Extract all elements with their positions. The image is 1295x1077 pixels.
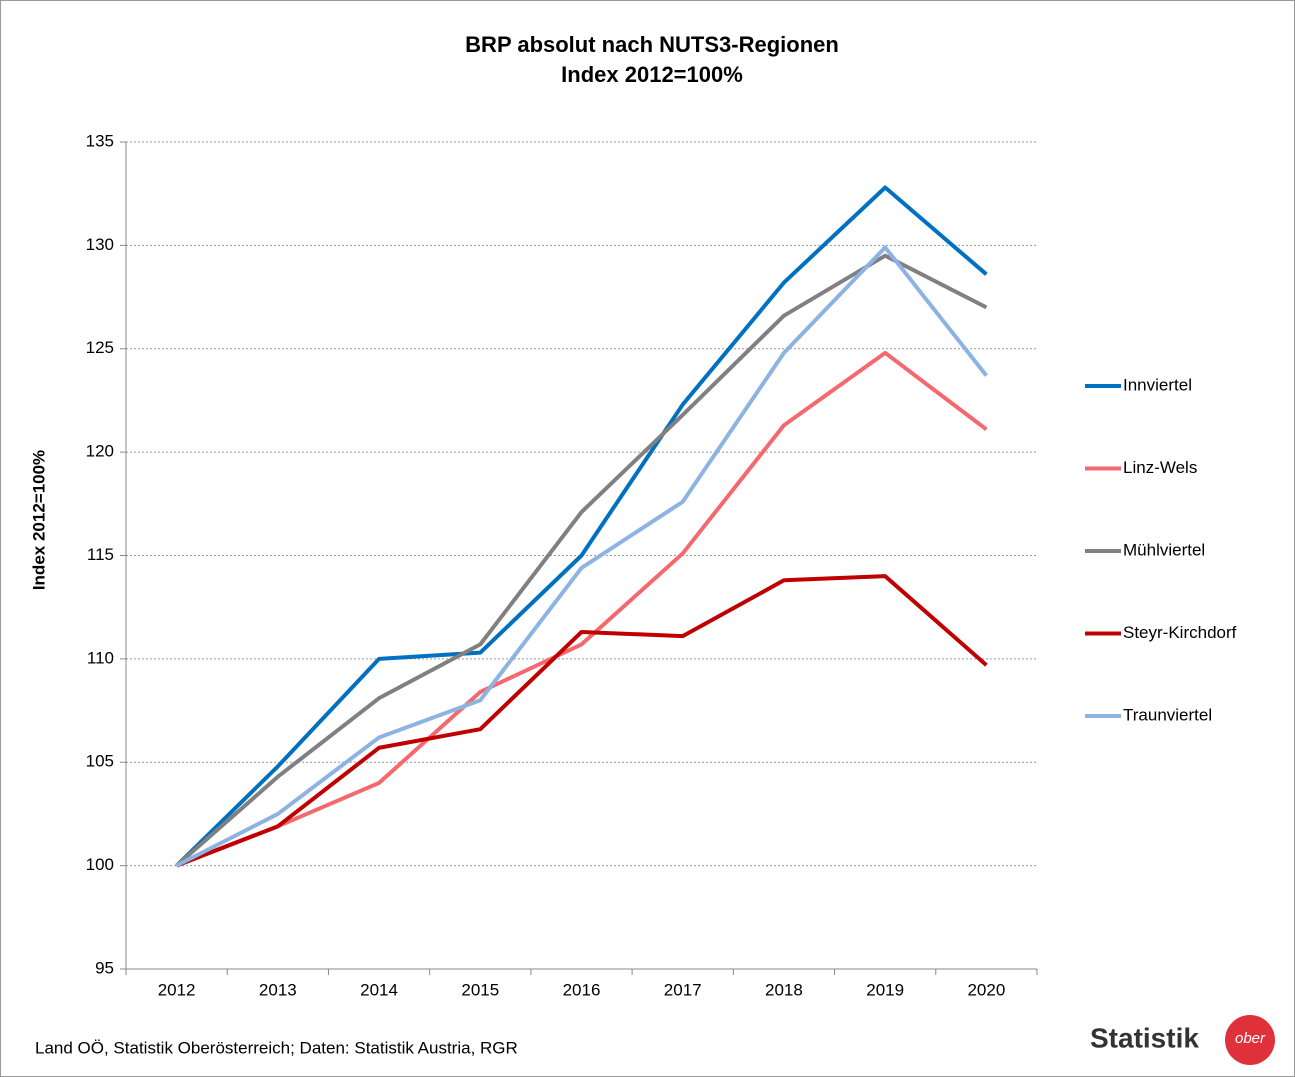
chart-title: BRP absolut nach NUTS3-Regionen: [465, 32, 839, 57]
logo-badge-text: ober: [1235, 1030, 1266, 1047]
y-axis-label: Index 2012=100%: [29, 450, 48, 590]
y-tick-label: 120: [86, 442, 114, 461]
x-tick-label: 2020: [967, 980, 1005, 999]
y-tick-label: 105: [86, 752, 114, 771]
legend-label: Linz-Wels: [1123, 458, 1197, 477]
y-tick-label: 110: [87, 648, 114, 667]
legend-label: Mühlviertel: [1123, 540, 1205, 559]
chart-subtitle: Index 2012=100%: [561, 62, 743, 87]
line: [175, 253, 988, 868]
line: [175, 185, 988, 868]
x-tick-label: 2012: [158, 980, 196, 999]
x-tick-label: 2018: [765, 980, 803, 999]
x-tick-label: 2015: [461, 980, 499, 999]
y-tick-label: 95: [95, 958, 114, 977]
x-tick-label: 2016: [563, 980, 601, 999]
x-tick-label: 2017: [664, 980, 702, 999]
x-tick-label: 2019: [866, 980, 904, 999]
y-tick-label: 135: [86, 131, 114, 150]
y-tick-label: 125: [86, 338, 114, 357]
logo: Statistik: [1090, 1022, 1199, 1053]
y-tick-label: 130: [86, 235, 114, 254]
source: Land OÖ, Statistik Oberösterreich; Daten…: [35, 1038, 518, 1057]
y-tick-label: 115: [87, 545, 114, 564]
logo-badge: [1225, 1015, 1275, 1065]
legend-label: Traunviertel: [1123, 705, 1212, 724]
x-tick-label: 2014: [360, 980, 398, 999]
x-tick-label: 2013: [259, 980, 297, 999]
line: [175, 574, 988, 868]
legend-label: Steyr-Kirchdorf: [1123, 623, 1237, 642]
y-tick-label: 100: [86, 855, 114, 874]
line: [175, 350, 988, 868]
legend-label: Innviertel: [1123, 375, 1192, 394]
line: [175, 245, 988, 868]
